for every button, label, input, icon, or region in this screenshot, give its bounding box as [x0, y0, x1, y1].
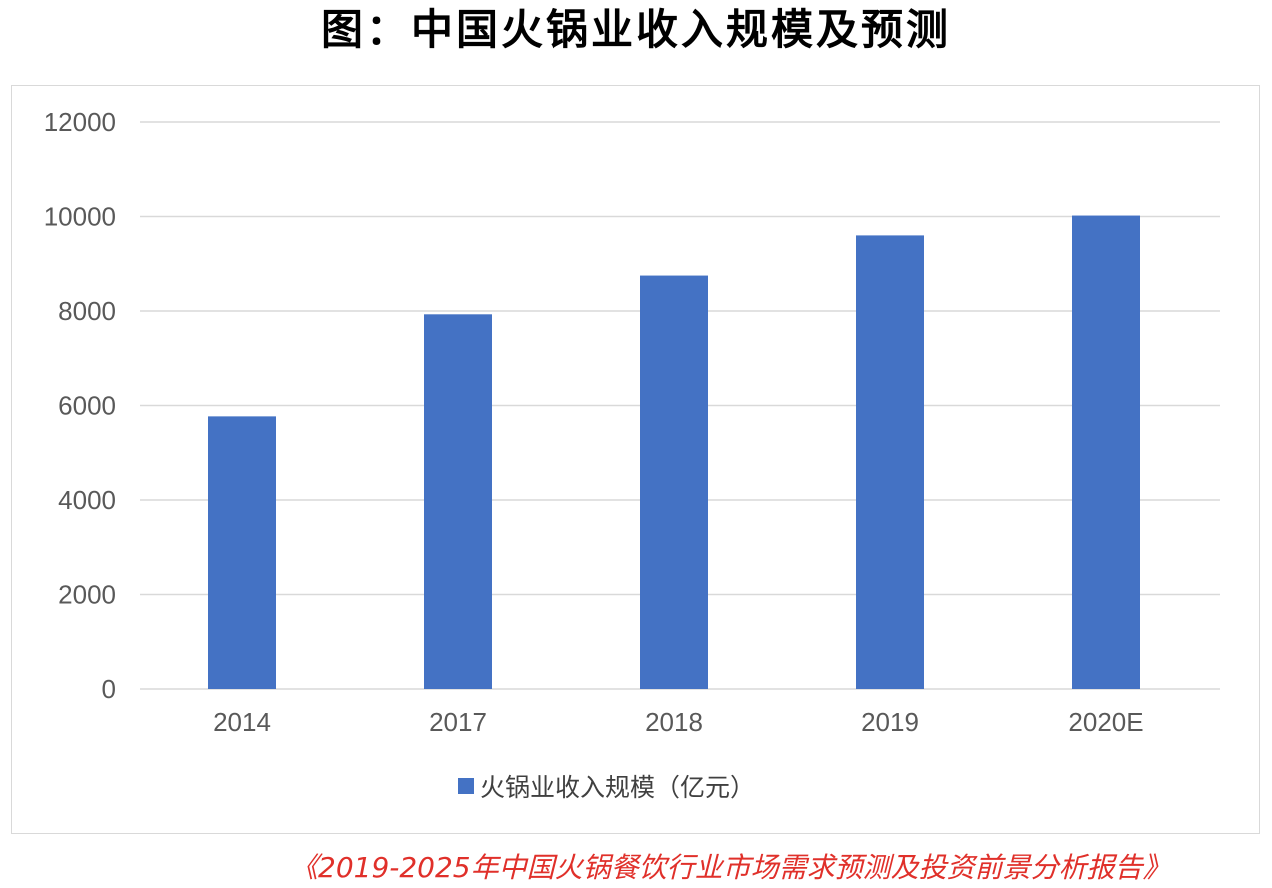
- x-tick-label: 2020E: [1068, 707, 1143, 737]
- y-tick-label: 2000: [58, 580, 116, 610]
- legend: 火锅业收入规模（亿元）: [458, 773, 755, 802]
- bar-2018: [640, 275, 708, 689]
- source-citation: 《2019-2025年中国火锅餐饮行业市场需求预测及投资前景分析报告》: [290, 851, 1171, 884]
- y-tick-label: 4000: [58, 485, 116, 515]
- x-tick-label: 2018: [645, 707, 703, 737]
- chart-title: 图：中国火锅业收入规模及预测: [320, 5, 951, 54]
- y-tick-label: 0: [102, 674, 116, 704]
- bar-2020E: [1072, 215, 1140, 689]
- y-tick-label: 8000: [58, 296, 116, 326]
- bars: [208, 215, 1140, 689]
- legend-swatch: [458, 778, 474, 794]
- y-axis-tick-labels: 0 2000 4000 6000 8000 10000 12000: [44, 107, 116, 704]
- x-axis-tick-labels: 2014 2017 2018 2019 2020E: [213, 707, 1144, 737]
- y-tick-label: 12000: [44, 107, 116, 137]
- bar-2014: [208, 416, 276, 689]
- y-tick-label: 10000: [44, 202, 116, 232]
- legend-label: 火锅业收入规模（亿元）: [480, 773, 755, 802]
- x-tick-label: 2019: [861, 707, 919, 737]
- y-tick-label: 6000: [58, 391, 116, 421]
- bar-2017: [424, 314, 492, 689]
- bar-2019: [856, 235, 924, 689]
- x-tick-label: 2017: [429, 707, 487, 737]
- x-tick-label: 2014: [213, 707, 271, 737]
